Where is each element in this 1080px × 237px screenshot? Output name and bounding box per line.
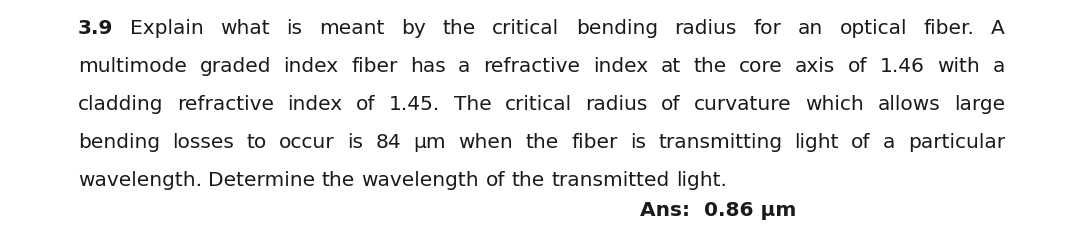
Text: for: for — [754, 18, 781, 37]
Text: bending: bending — [576, 18, 658, 37]
Text: Ans:  0.86 μm: Ans: 0.86 μm — [640, 201, 796, 219]
Text: what: what — [220, 18, 270, 37]
Text: refractive: refractive — [483, 56, 580, 76]
Text: fiber: fiber — [571, 132, 618, 151]
Text: refractive: refractive — [177, 95, 274, 114]
Text: which: which — [806, 95, 864, 114]
Text: the: the — [322, 170, 355, 190]
Text: occur: occur — [280, 132, 335, 151]
Text: the: the — [693, 56, 727, 76]
Text: the: the — [511, 170, 544, 190]
Text: losses: losses — [173, 132, 234, 151]
Text: is: is — [347, 132, 363, 151]
Text: by: by — [401, 18, 426, 37]
Text: cladding: cladding — [78, 95, 163, 114]
Text: allows: allows — [878, 95, 941, 114]
Text: fiber: fiber — [351, 56, 397, 76]
Text: optical: optical — [840, 18, 907, 37]
Text: the: the — [526, 132, 558, 151]
Text: A: A — [991, 18, 1005, 37]
Text: core: core — [739, 56, 783, 76]
Text: bending: bending — [78, 132, 160, 151]
Text: transmitted: transmitted — [551, 170, 670, 190]
Text: multimode: multimode — [78, 56, 187, 76]
Text: curvature: curvature — [694, 95, 792, 114]
Text: critical: critical — [492, 18, 559, 37]
Text: The: The — [454, 95, 491, 114]
Text: μm: μm — [414, 132, 446, 151]
Text: a: a — [883, 132, 895, 151]
Text: 3.9: 3.9 — [78, 18, 113, 37]
Text: is: is — [286, 18, 302, 37]
Text: Explain: Explain — [130, 18, 204, 37]
Text: critical: critical — [505, 95, 572, 114]
Text: light.: light. — [676, 170, 727, 190]
Text: Determine: Determine — [208, 170, 315, 190]
Text: light: light — [795, 132, 839, 151]
Text: at: at — [660, 56, 680, 76]
Text: 1.46: 1.46 — [880, 56, 924, 76]
Text: an: an — [798, 18, 823, 37]
Text: wavelength: wavelength — [362, 170, 480, 190]
Text: with: with — [937, 56, 980, 76]
Text: of: of — [851, 132, 870, 151]
Text: meant: meant — [319, 18, 384, 37]
Text: index: index — [593, 56, 648, 76]
Text: of: of — [848, 56, 867, 76]
Text: 1.45.: 1.45. — [389, 95, 441, 114]
Text: radius: radius — [675, 18, 737, 37]
Text: wavelength.: wavelength. — [78, 170, 202, 190]
Text: transmitting: transmitting — [658, 132, 782, 151]
Text: graded: graded — [200, 56, 271, 76]
Text: index: index — [287, 95, 342, 114]
Text: a: a — [458, 56, 471, 76]
Text: radius: radius — [585, 95, 648, 114]
Text: when: when — [459, 132, 513, 151]
Text: axis: axis — [795, 56, 836, 76]
Text: particular: particular — [908, 132, 1005, 151]
Text: to: to — [246, 132, 267, 151]
Text: a: a — [993, 56, 1005, 76]
Text: large: large — [954, 95, 1005, 114]
Text: index: index — [283, 56, 338, 76]
Text: of: of — [486, 170, 505, 190]
Text: the: the — [443, 18, 475, 37]
Text: fiber.: fiber. — [923, 18, 974, 37]
Text: 84: 84 — [376, 132, 401, 151]
Text: has: has — [410, 56, 446, 76]
Text: of: of — [356, 95, 376, 114]
Text: is: is — [630, 132, 646, 151]
Text: of: of — [661, 95, 680, 114]
